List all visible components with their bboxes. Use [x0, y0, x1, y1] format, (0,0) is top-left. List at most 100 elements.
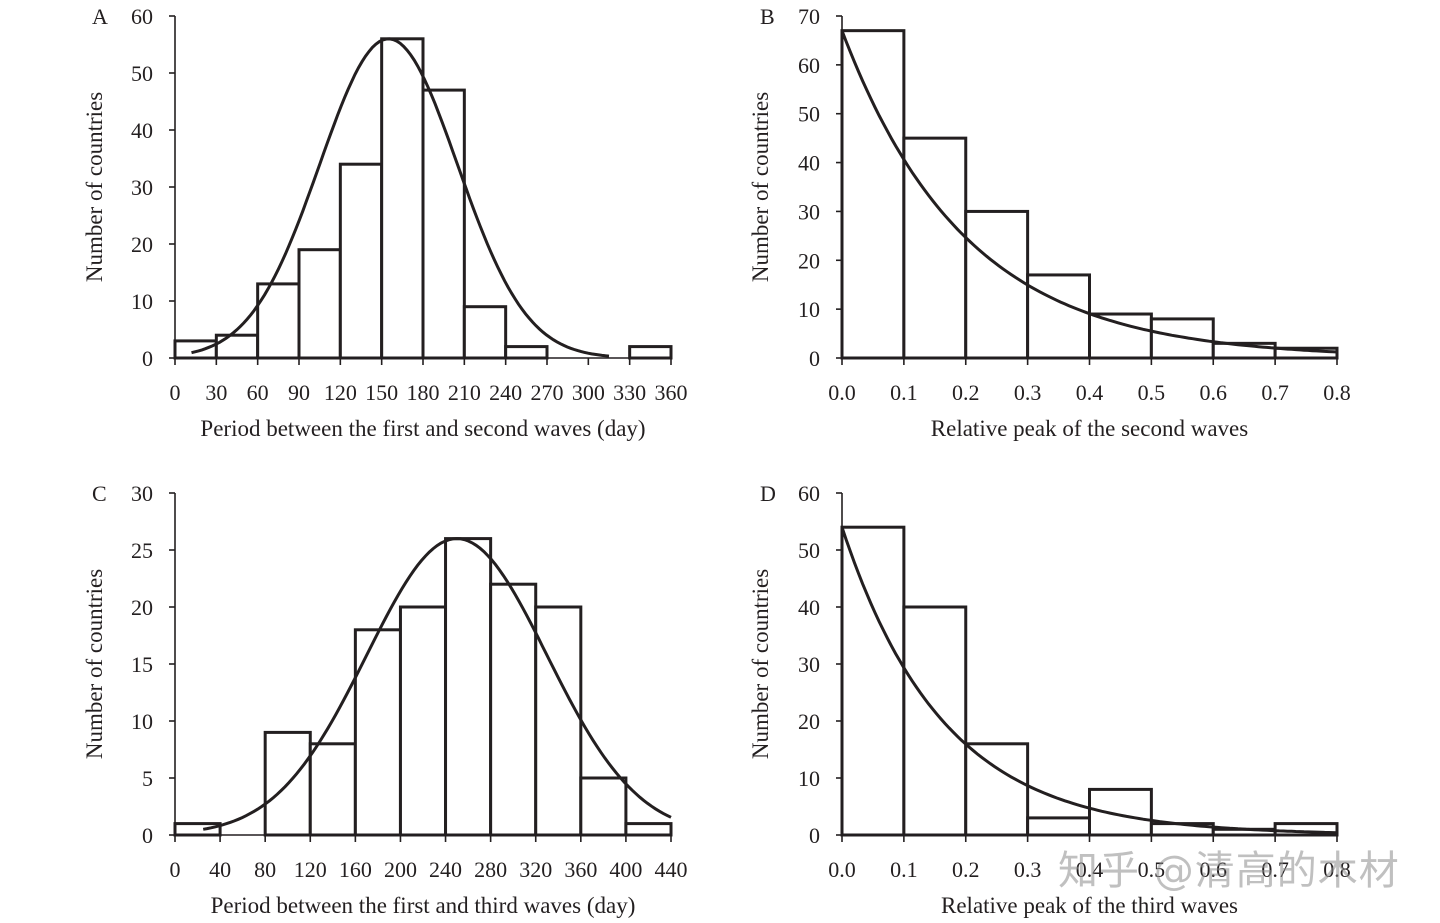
x-tick-label: 280	[474, 857, 507, 882]
x-tick-label: 120	[324, 380, 357, 405]
x-tick-label: 270	[531, 380, 564, 405]
x-axis-label: Period between the first and second wave…	[200, 416, 645, 441]
watermark: 知乎 @清高的木材	[1058, 848, 1400, 894]
y-tick-label: 30	[798, 652, 820, 677]
y-tick-label: 50	[131, 61, 153, 86]
y-axis-label: Number of countries	[748, 569, 773, 759]
y-tick-label: 60	[798, 481, 820, 506]
x-tick-label: 180	[407, 380, 440, 405]
x-tick-label: 0.7	[1261, 857, 1289, 882]
histogram-bar	[214, 333, 260, 360]
x-tick-label: 360	[655, 380, 688, 405]
x-tick-label: 0.3	[1014, 857, 1042, 882]
panel-label: D	[760, 481, 776, 506]
histogram-bar	[1088, 312, 1153, 360]
histogram-bar	[462, 305, 508, 360]
x-tick-label: 0.6	[1200, 857, 1228, 882]
x-tick-label: 0.0	[828, 380, 856, 405]
y-tick-label: 40	[798, 595, 820, 620]
x-tick-label: 120	[294, 857, 327, 882]
chart-panel-a: 0 10 20 30 40 50 60 0 30 60 90 120 150 180 210 240 270 30…	[82, 4, 688, 441]
x-tick-label: 0.5	[1138, 380, 1166, 405]
x-tick-label: 0.4	[1076, 380, 1104, 405]
x-tick-label: 360	[564, 857, 597, 882]
x-tick-label: 60	[247, 380, 269, 405]
histogram-bar	[964, 742, 1030, 837]
y-tick-label: 15	[131, 652, 153, 677]
fitted-curve	[840, 30, 1338, 354]
x-axis-label: Relative peak of the second waves	[931, 416, 1248, 441]
histogram-bar	[628, 345, 673, 360]
x-tick-label: 330	[613, 380, 646, 405]
histogram-bar	[489, 582, 538, 837]
y-tick-label: 20	[131, 595, 153, 620]
y-axis-label: Number of countries	[748, 92, 773, 282]
histogram-bar	[173, 822, 222, 837]
y-tick-label: 10	[131, 289, 153, 314]
y-tick-label: 10	[131, 709, 153, 734]
chart-panel-c: 0 5 10 15 20 25 30 0 40 80 120 160 200 240 280 320 360 40…	[82, 481, 688, 918]
y-tick-label: 50	[798, 102, 820, 127]
x-tick-label: 0	[170, 380, 181, 405]
histogram-bar	[338, 162, 384, 360]
y-tick-label: 0	[809, 823, 820, 848]
y-tick-label: 30	[798, 199, 820, 224]
x-tick-label: 440	[655, 857, 688, 882]
histogram-bar	[534, 605, 583, 837]
histogram-bar	[1088, 787, 1153, 837]
histogram-bar	[964, 209, 1030, 360]
y-tick-label: 50	[798, 538, 820, 563]
y-tick-label: 10	[798, 297, 820, 322]
histogram-bar	[840, 525, 906, 837]
histogram-bar	[1026, 273, 1091, 360]
fitted-curve	[202, 537, 672, 831]
y-tick-label: 70	[798, 4, 820, 29]
x-tick-label: 0.7	[1261, 380, 1289, 405]
y-tick-label: 0	[142, 346, 153, 371]
y-axis-label: Number of countries	[82, 569, 107, 759]
x-tick-label: 0.1	[890, 380, 918, 405]
histogram-bar	[504, 345, 549, 360]
histogram-bar	[398, 605, 448, 837]
histogram-bar	[308, 742, 357, 837]
y-axis-label: Number of countries	[82, 92, 107, 282]
y-tick-label: 0	[809, 346, 820, 371]
y-tick-label: 0	[142, 823, 153, 848]
y-tick-label: 60	[131, 4, 153, 29]
y-tick-label: 30	[131, 175, 153, 200]
y-tick-label: 20	[131, 232, 153, 257]
x-tick-label: 0.6	[1200, 380, 1228, 405]
x-tick-label: 150	[365, 380, 398, 405]
fitted-curve	[191, 37, 610, 358]
x-tick-label: 240	[489, 380, 522, 405]
y-tick-label: 20	[798, 709, 820, 734]
panel-label: B	[760, 4, 775, 29]
x-tick-label: 0.1	[890, 857, 918, 882]
x-tick-label: 80	[254, 857, 276, 882]
x-axis-label: Relative peak of the third waves	[941, 893, 1238, 918]
panel-label: C	[92, 481, 107, 506]
x-tick-label: 40	[209, 857, 231, 882]
y-tick-label: 30	[131, 481, 153, 506]
x-tick-label: 320	[519, 857, 552, 882]
panel-label: A	[92, 4, 108, 29]
histogram-bar	[353, 628, 402, 837]
x-tick-label: 0.3	[1014, 380, 1042, 405]
x-tick-label: 30	[205, 380, 227, 405]
x-tick-label: 160	[339, 857, 372, 882]
histogram-bar	[173, 339, 218, 360]
chart-panel-b: 0 10 20 30 40 50 60 70 0.0 0.1 0.2 0.3 0.4 0.5 0.6 0.7 0…	[748, 4, 1351, 441]
x-tick-label: 0.8	[1323, 380, 1351, 405]
x-tick-label: 90	[288, 380, 310, 405]
histogram-bar	[1026, 816, 1091, 837]
y-tick-label: 5	[142, 766, 153, 791]
histogram-bar	[902, 605, 968, 837]
chart-panel-d: 0 10 20 30 40 50 60 0.0 0.1 0.2 0.3 0.4 0.5 0.6 0.7 0.8…	[748, 481, 1351, 918]
y-tick-label: 10	[798, 766, 820, 791]
x-tick-label: 0.4	[1076, 857, 1104, 882]
histogram-bar	[840, 29, 906, 360]
x-tick-label: 0.5	[1138, 857, 1166, 882]
x-tick-label: 0.2	[952, 857, 980, 882]
y-tick-label: 40	[798, 151, 820, 176]
